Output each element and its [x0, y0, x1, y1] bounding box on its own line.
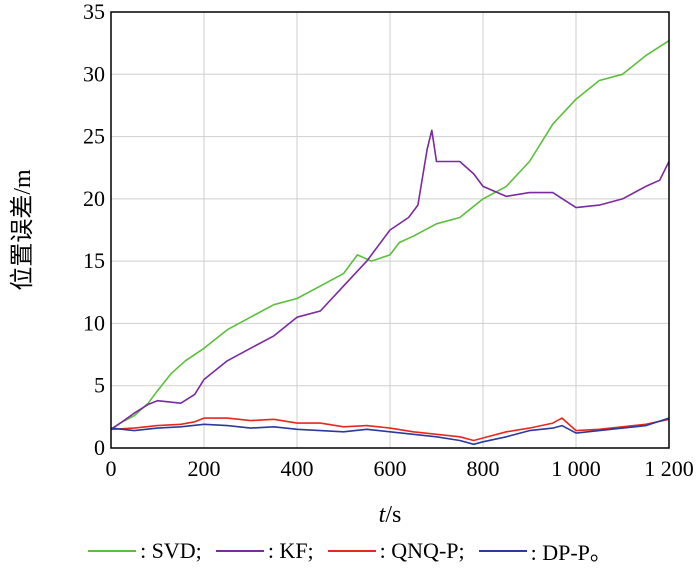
- legend-swatch: [327, 550, 376, 552]
- x-axis-label-unit: /s: [385, 502, 401, 528]
- y-tick-label: 35: [83, 0, 105, 24]
- y-tick-label: 30: [83, 61, 105, 86]
- legend-label: : SVD;: [140, 538, 202, 563]
- series-line-svd: [110, 40, 670, 430]
- series-line-dp-p: [110, 417, 670, 446]
- legend-label: : KF;: [267, 538, 314, 563]
- y-tick-label: 0: [94, 435, 105, 460]
- x-tick-label: 1 200: [644, 456, 694, 481]
- series-line-kf: [110, 129, 670, 430]
- x-tick-label: 200: [188, 456, 221, 481]
- x-axis-label: t/s: [379, 502, 402, 528]
- series-layer: [110, 40, 670, 446]
- plot-frame: [110, 11, 670, 449]
- x-tick-label: 0: [106, 456, 117, 481]
- x-tick-label: 600: [374, 456, 407, 481]
- x-axis-label-variable: t: [379, 502, 387, 528]
- legend-item-svd: : SVD;: [88, 538, 202, 564]
- legend-swatch: [88, 550, 137, 552]
- legend-swatch: [215, 550, 264, 552]
- y-tick-label: 10: [83, 310, 105, 335]
- legend: : SVD; : KF; : QNQ-P; : DP-P。: [0, 536, 700, 566]
- y-tick-labels: 0 5 10 15 20 25 30 35: [83, 0, 105, 460]
- legend-label: : QNQ-P;: [379, 538, 465, 563]
- grid-lines: [110, 11, 670, 449]
- x-tick-label: 800: [467, 456, 500, 481]
- y-tick-label: 20: [83, 186, 105, 211]
- y-axis-label: 位置误差/m: [9, 169, 36, 291]
- series-line-qnq-p: [110, 417, 670, 442]
- y-tick-label: 5: [94, 373, 105, 398]
- legend-item-qnq-p: : QNQ-P;: [327, 538, 465, 564]
- x-tick-label: 1 000: [551, 456, 601, 481]
- y-tick-label: 15: [83, 248, 105, 273]
- x-tick-labels: 0 200 400 600 800 1 000 1 200: [106, 456, 694, 481]
- legend-label: : DP-P。: [530, 540, 612, 565]
- x-tick-label: 400: [281, 456, 314, 481]
- y-tick-label: 25: [83, 124, 105, 149]
- legend-item-dp-p: : DP-P。: [478, 535, 612, 567]
- legend-item-kf: : KF;: [215, 538, 314, 564]
- line-chart: 0 200 400 600 800 1 000 1 200 0 5 10 15 20 25 30 35 t…: [9, 0, 694, 528]
- legend-swatch: [478, 550, 527, 552]
